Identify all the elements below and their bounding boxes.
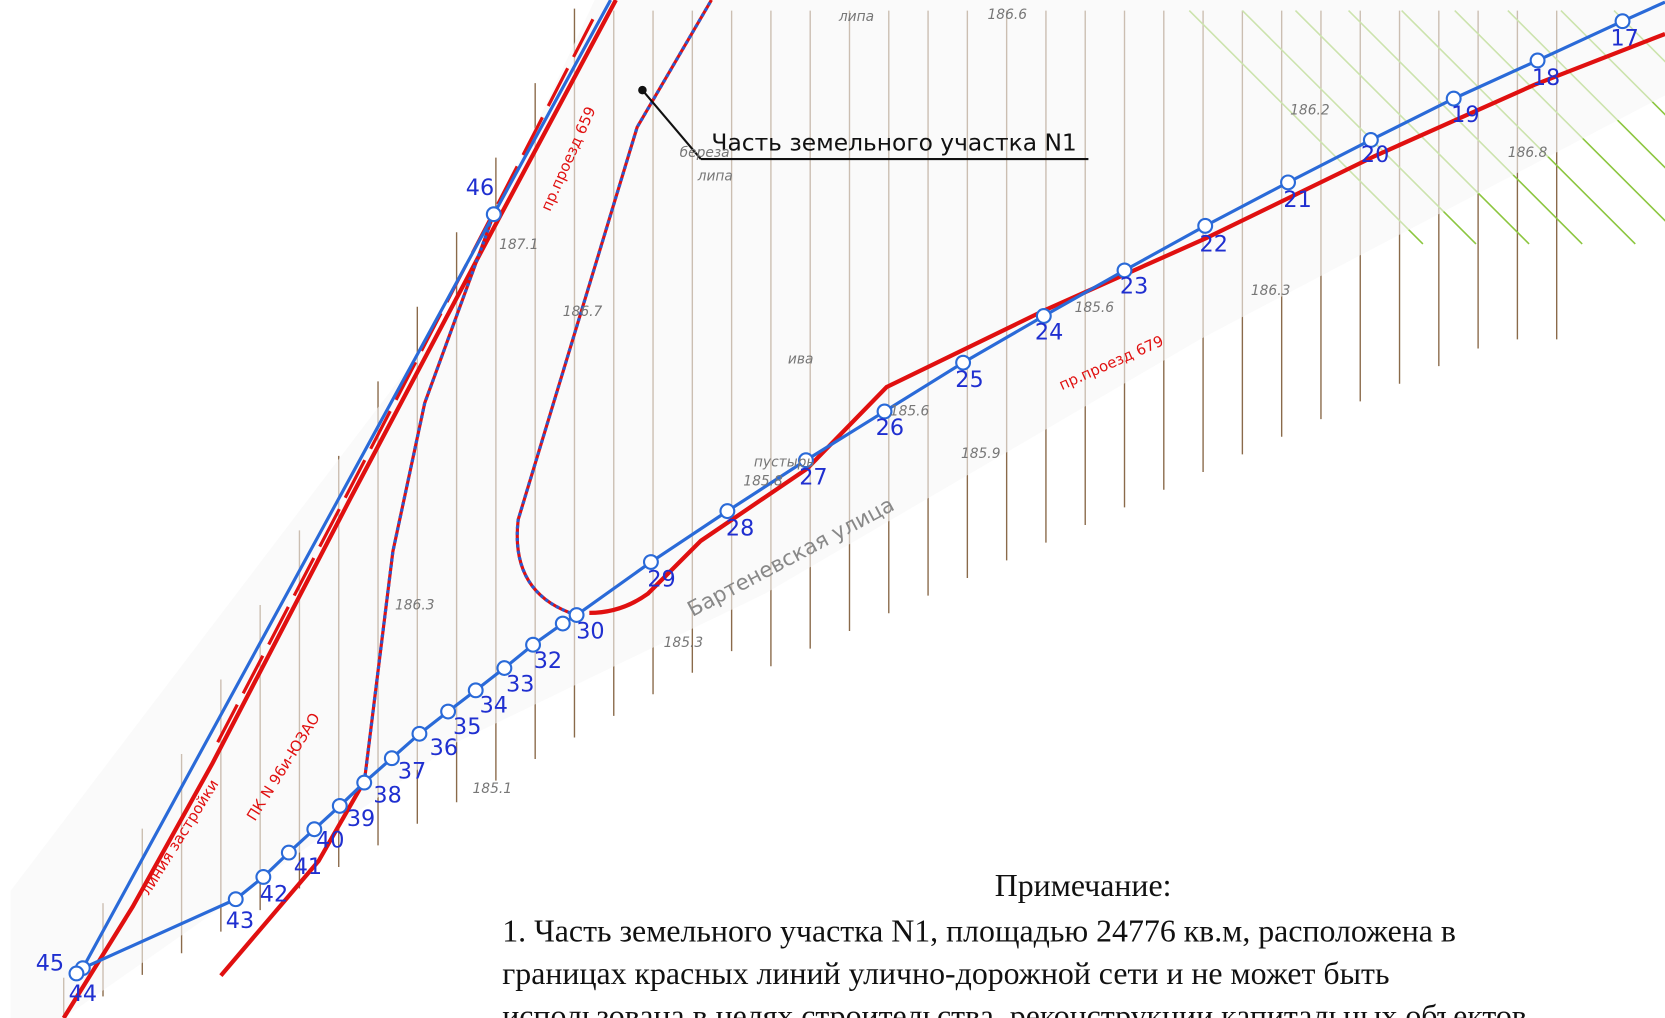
map-word: пустырь: [754, 455, 815, 471]
point-marker: [306, 821, 323, 838]
point-marker: [1614, 13, 1631, 30]
point-marker: [955, 354, 972, 371]
point-marker: [496, 660, 513, 677]
point-marker: [719, 503, 736, 520]
elevation-label: 185.9: [961, 446, 1000, 462]
note-line: границах красных линий улично-дорожной с…: [502, 956, 1389, 991]
point-label: 29: [647, 566, 675, 592]
point-label: 34: [480, 693, 508, 719]
elevation-label: 186.2: [1290, 103, 1329, 119]
point-marker: [68, 965, 85, 982]
point-label: 28: [726, 516, 754, 542]
point-marker: [356, 774, 373, 791]
point-label: 24: [1035, 319, 1063, 345]
point-marker: [554, 615, 571, 632]
point-label: 38: [373, 783, 401, 809]
map-word: береза: [680, 145, 730, 161]
point-label: 40: [316, 827, 344, 853]
elevation-label: 185.3: [664, 635, 703, 651]
point-label: 32: [534, 648, 562, 674]
point-marker: [797, 452, 814, 469]
elevation-label: 186.3: [1251, 283, 1290, 299]
point-marker: [1280, 174, 1297, 191]
callout-label: Часть земельного участка N1: [711, 129, 1076, 157]
note-line: 1. Часть земельного участка N1, площадью…: [502, 914, 1456, 949]
elevation-label: 186.7: [563, 304, 603, 320]
point-marker: [1197, 217, 1214, 234]
point-label: 39: [347, 806, 375, 832]
point-marker: [1035, 308, 1052, 324]
point-label: 27: [799, 465, 827, 491]
point-label: 18: [1532, 65, 1560, 91]
point-marker: [331, 797, 348, 814]
map-word: ива: [788, 352, 814, 368]
point-marker: [280, 844, 297, 861]
note-heading: Примечание:: [995, 868, 1172, 903]
point-marker: [525, 636, 542, 653]
point-label: 37: [398, 758, 426, 784]
point-marker: [1362, 132, 1379, 148]
point-marker: [467, 682, 484, 699]
points: 17 18 19 20 21 22 23 24 25 26 27 28 29 30 323334353637…: [36, 7, 1639, 1007]
point-label: 41: [294, 854, 322, 880]
point-label: 17: [1610, 26, 1638, 52]
point-label: 22: [1200, 231, 1228, 257]
point-marker: [1116, 262, 1133, 279]
elevation-label: 185.8: [743, 474, 783, 490]
point-label: 26: [876, 415, 904, 441]
point-marker: [440, 703, 457, 720]
elevation-label: 186.8: [1508, 145, 1548, 161]
point-marker: [568, 607, 585, 623]
elevation-label: 185.6: [1075, 300, 1115, 316]
elevation-label: 185.1: [473, 781, 512, 797]
point-marker: [485, 206, 502, 223]
map-word: липа: [838, 9, 874, 25]
elevation-label: 187.1: [499, 237, 538, 253]
map-word: липа: [697, 168, 733, 184]
point-label: 20: [1361, 142, 1389, 168]
point-marker: [1529, 52, 1546, 69]
point-label: 23: [1120, 274, 1148, 300]
point-label: 45: [36, 950, 64, 976]
point-label: 46: [466, 175, 494, 201]
point-marker: [255, 869, 272, 885]
elevation-label: 185.6: [890, 404, 930, 420]
point-marker: [227, 891, 244, 908]
elevation-label: 186.6: [988, 7, 1028, 23]
point-marker: [1445, 90, 1462, 107]
point-label: 33: [506, 671, 534, 697]
point-label: 35: [453, 714, 481, 740]
point-marker: [642, 554, 659, 570]
point-label: 43: [226, 908, 254, 934]
point-marker: [383, 750, 400, 767]
point-label: 42: [260, 881, 288, 907]
point-label: 36: [430, 735, 458, 761]
elevation-label: 186.3: [395, 598, 434, 614]
point-label: 19: [1451, 102, 1479, 128]
point-marker: [876, 403, 893, 420]
point-label: 44: [69, 981, 97, 1007]
point-label: 21: [1283, 187, 1311, 213]
point-label: 30: [576, 618, 604, 644]
point-label: 25: [955, 367, 983, 393]
note-line: использована в целях строительства, реко…: [502, 999, 1527, 1018]
point-marker: [411, 725, 428, 742]
